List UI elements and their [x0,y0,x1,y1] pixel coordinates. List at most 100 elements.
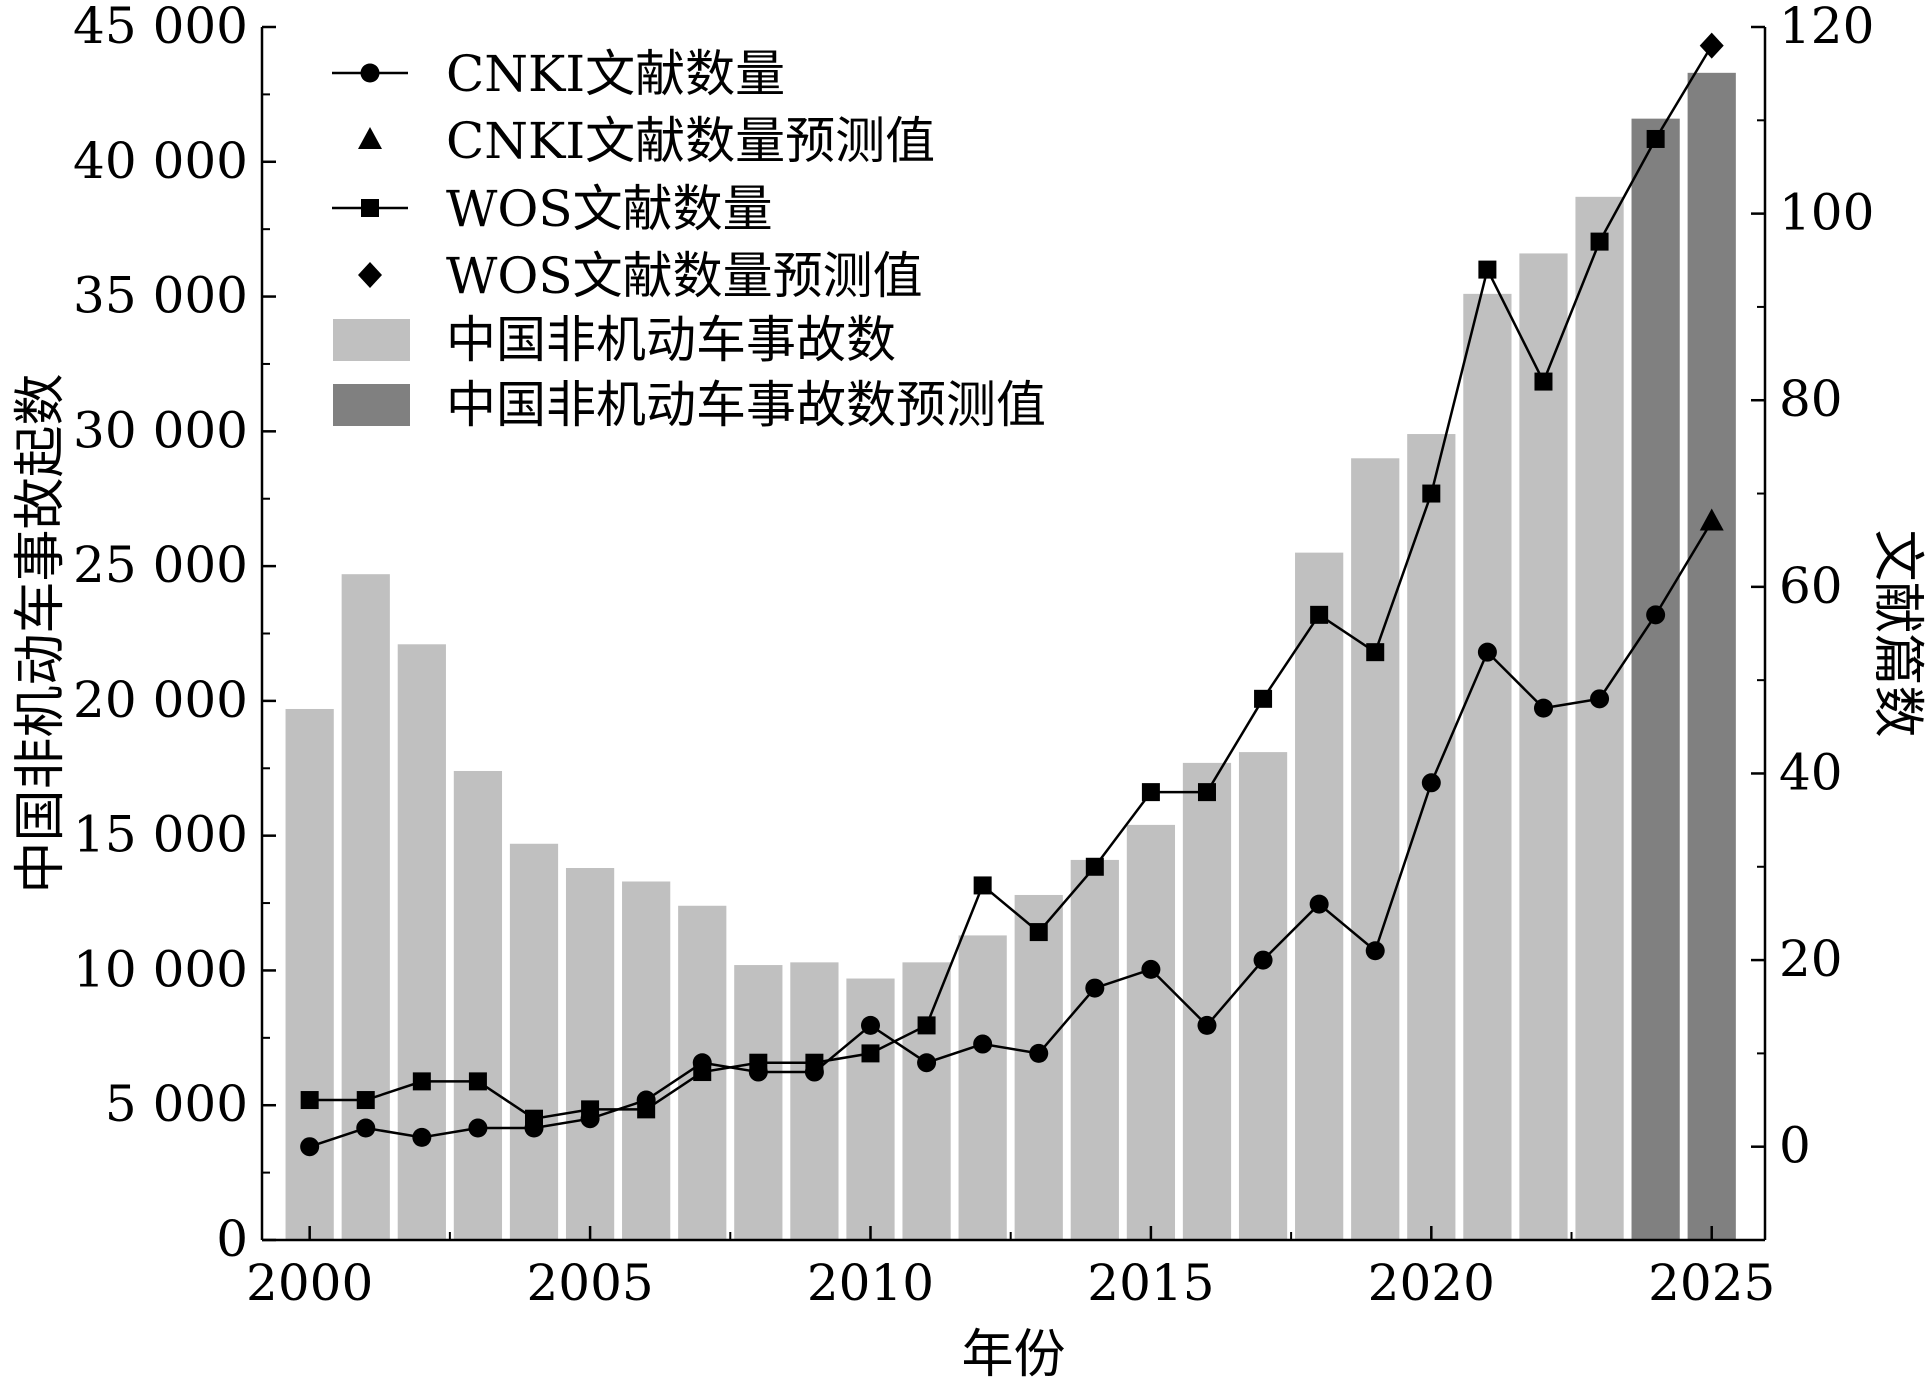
legend-square-marker [361,199,379,217]
y-left-tick-label: 20 000 [73,671,248,729]
wos-predicted-point [1699,32,1724,59]
bar-2022 [1519,253,1568,1241]
bar-2023 [1575,196,1624,1240]
y-left-tick-label: 30 000 [73,401,248,459]
bar-series [285,72,1736,1241]
cnki-point-2016 [1197,1015,1217,1035]
bar-2011 [902,962,951,1240]
wos-point-2001 [356,1091,375,1110]
cnki-point-2005 [580,1109,600,1129]
wos-point-2018 [1310,605,1329,624]
wos-point-2003 [468,1072,487,1091]
wos-point-2023 [1590,232,1609,251]
legend-label: 中国非机动车事故数 [446,311,896,369]
line-series [300,32,1724,1157]
wos-point-2010 [861,1044,880,1063]
y-left-tick-label: 5 000 [105,1075,248,1133]
cnki-point-2023 [1590,689,1610,709]
wos-point-2013 [1029,923,1048,942]
y-right-tick-label: 40 [1779,743,1843,801]
y-left-tick-label: 40 000 [73,132,248,190]
cnki-point-2018 [1309,894,1329,914]
x-tick-label: 2015 [1087,1254,1214,1312]
cnki-point-2003 [468,1118,488,1138]
cnki-point-2019 [1365,941,1385,961]
bar-2000 [285,708,334,1240]
y-left-tick-label: 25 000 [73,536,248,594]
wos-point-2022 [1534,372,1553,391]
legend-label: CNKI文献数量 [446,45,785,103]
bar-2021 [1463,293,1512,1240]
cnki-predicted-point [1699,508,1724,531]
y-right-tick-label: 0 [1779,1117,1811,1175]
bar-2014 [1070,859,1119,1240]
cnki-point-2009 [804,1062,824,1082]
legend-item-2: WOS文献数量 [332,180,773,238]
y-right-axis-title: 文献篇数 [1867,529,1927,737]
legend-swatch [333,384,410,426]
legend-label: CNKI文献数量预测值 [446,112,935,170]
cnki-point-2008 [748,1062,768,1082]
y-right-tick-label: 100 [1779,184,1874,242]
x-tick-label: 2005 [526,1254,653,1312]
bar-2013 [1014,894,1063,1240]
wos-predicted-connector [1654,45,1713,140]
cnki-point-2021 [1477,642,1497,662]
cnki-point-2013 [1029,1043,1049,1063]
wos-point-2015 [1141,783,1160,802]
cnki-predicted-connector [1654,520,1713,616]
legend-circle-marker [360,63,380,83]
cnki-point-2022 [1533,698,1553,718]
y-left-tick-label: 15 000 [73,806,248,864]
bar-2020 [1407,434,1456,1240]
y-left-tick-label: 10 000 [73,940,248,998]
cnki-point-2006 [636,1090,656,1110]
cnki-point-2015 [1141,959,1161,979]
cnki-point-2000 [300,1137,320,1157]
x-tick-label: 2010 [807,1254,934,1312]
legend-label: WOS文献数量 [446,180,773,238]
legend-item-5: 中国非机动车事故数预测值 [333,376,1046,434]
bar-2004 [509,843,559,1240]
bar-2025 [1687,72,1736,1240]
y-left-tick-label: 45 000 [73,0,248,55]
legend-item-3: WOS文献数量预测值 [358,247,923,305]
legend-label: 中国非机动车事故数预测值 [446,376,1046,434]
cnki-point-2010 [860,1015,880,1035]
x-tick-label: 2025 [1648,1254,1775,1312]
cnki-point-2001 [356,1118,376,1138]
legend-item-1: CNKI文献数量预测值 [358,112,935,170]
bar-2017 [1238,752,1288,1240]
legend: CNKI文献数量 CNKI文献数量预测值 WOS文献数量 WOS文献数量预测值中国非机… [332,45,1046,434]
y-left-tick-label: 35 000 [73,267,248,325]
wos-point-2000 [300,1091,319,1110]
legend-diamond-marker [358,262,382,288]
bar-2003 [453,770,503,1240]
cnki-point-2007 [692,1053,712,1073]
cnki-point-2011 [917,1053,937,1073]
wos-point-2011 [917,1016,936,1035]
wos-point-2014 [1085,857,1104,876]
bar-2005 [565,868,615,1240]
legend-label: WOS文献数量预测值 [446,247,923,305]
y-right-tick-label: 60 [1779,557,1843,615]
wos-point-2024 [1646,129,1665,148]
bar-2001 [341,574,390,1240]
bar-2002 [397,644,446,1240]
y-right-tick-label: 20 [1779,930,1843,988]
bar-2008 [734,965,783,1240]
bar-2009 [790,962,839,1240]
bar-2024 [1631,118,1680,1240]
legend-swatch [333,319,410,361]
wos-point-2002 [412,1072,431,1091]
wos-point-2012 [973,876,992,895]
cnki-point-2002 [412,1127,432,1147]
wos-point-2021 [1478,260,1497,279]
cnki-point-2012 [973,1034,993,1054]
y-left-axis-title: 中国非机动车事故起数 [11,373,71,893]
y-right-tick-label: 120 [1779,0,1874,55]
y-left-tick-label: 0 [216,1210,248,1268]
axes: 0 5 000 10 000 15 000 20 000 25 000 30 000 35 0… [73,0,1874,1312]
legend-item-4: 中国非机动车事故数 [333,311,896,369]
